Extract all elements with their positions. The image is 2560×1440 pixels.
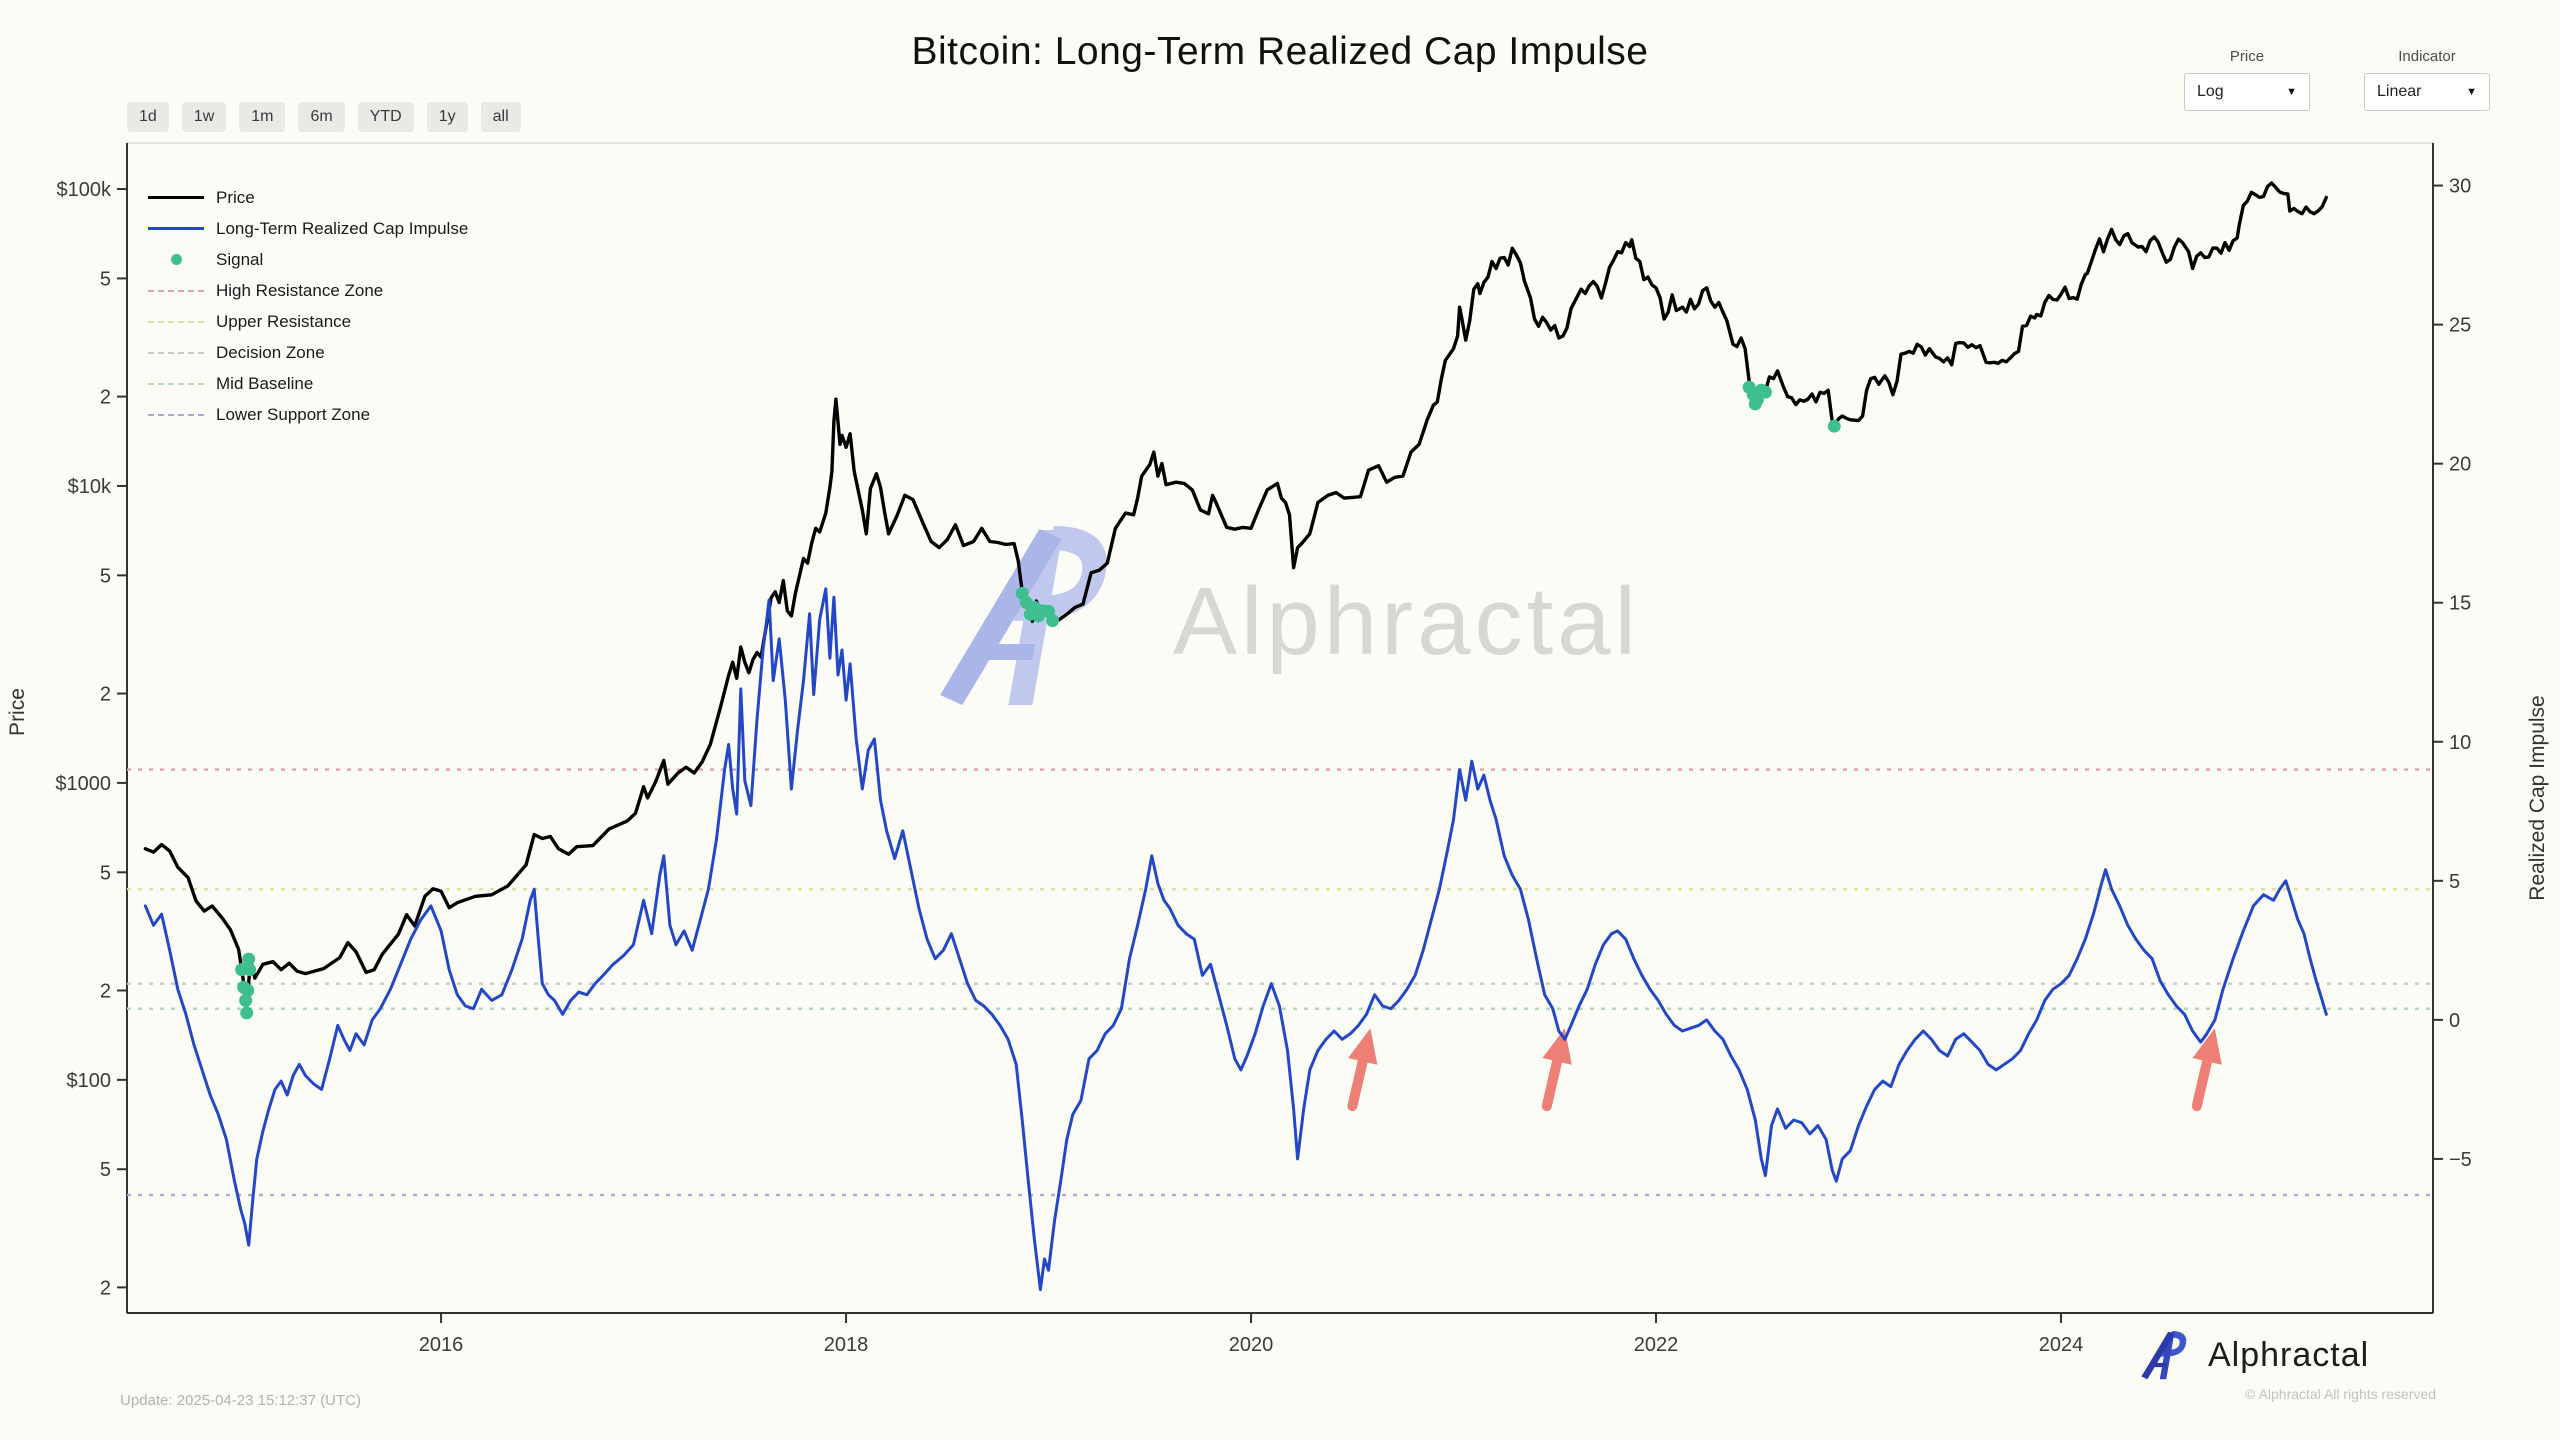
- legend-line-swatch: [148, 227, 204, 230]
- indicator-scale-control: Indicator Linear ▼: [2364, 48, 2490, 111]
- signal-marker: [1758, 385, 1772, 399]
- price-tick-label: $100k: [57, 179, 112, 201]
- legend-item-decision-zone[interactable]: Decision Zone: [148, 337, 468, 368]
- page-title: Bitcoin: Long-Term Realized Cap Impulse: [911, 30, 1649, 73]
- year-tick-label: 2024: [2039, 1334, 2084, 1356]
- price-tick-label: 5: [100, 565, 111, 587]
- legend-item-long-term-realized-cap-impulse[interactable]: Long-Term Realized Cap Impulse: [148, 213, 468, 244]
- price-scale-label: Price: [2229, 48, 2265, 65]
- price-tick-label: 2: [100, 980, 111, 1002]
- price-scale-select[interactable]: Log ▼: [2184, 73, 2310, 111]
- range-button-1w[interactable]: 1w: [181, 102, 227, 132]
- legend-label: Signal: [216, 249, 264, 269]
- price-tick-label: 5: [100, 1159, 111, 1181]
- price-tick-label: $100: [67, 1070, 112, 1092]
- signal-marker: [240, 1006, 254, 1020]
- price-tick-label: 2: [100, 684, 111, 706]
- price-tick-label: $1000: [55, 773, 111, 795]
- legend-item-upper-resistance[interactable]: Upper Resistance: [148, 306, 468, 337]
- price-tick-label: 2: [100, 387, 111, 409]
- signal-marker: [241, 983, 255, 997]
- up-arrow-shaft: [1541, 1048, 1564, 1112]
- impulse-tick-label: 5: [2449, 871, 2460, 893]
- impulse-tick-label: −5: [2449, 1149, 2472, 1171]
- y-axis-title-impulse: Realized Cap Impulse: [2526, 695, 2549, 901]
- year-tick-label: 2016: [419, 1334, 464, 1356]
- year-tick-label: 2022: [1634, 1334, 1679, 1356]
- legend-line-swatch: [148, 196, 204, 199]
- legend-label: High Resistance Zone: [216, 280, 384, 300]
- signal-marker: [1046, 614, 1060, 628]
- copyright-text: © Alphractal All rights reserved: [2245, 1386, 2436, 1402]
- price-tick-label: 5: [100, 268, 111, 290]
- year-tick-label: 2018: [824, 1334, 869, 1356]
- alphractal-logo-icon: [2141, 1331, 2187, 1380]
- price-tick-label: 2: [100, 1277, 111, 1299]
- update-timestamp: Update: 2025-04-23 15:12:37 (UTC): [120, 1392, 361, 1409]
- series-line-long-term-realized-cap-impulse: [143, 587, 2328, 1292]
- legend-line-swatch: [148, 320, 204, 323]
- range-button-YTD[interactable]: YTD: [357, 102, 414, 132]
- chevron-down-icon: ▼: [2286, 86, 2297, 98]
- legend-line-swatch: [148, 382, 204, 385]
- chevron-down-icon: ▼: [2466, 86, 2477, 98]
- legend-label: Price: [216, 187, 255, 207]
- price-tick-label: 5: [100, 862, 111, 884]
- up-arrow-shaft: [2191, 1048, 2214, 1112]
- indicator-scale-select[interactable]: Linear ▼: [2364, 73, 2490, 111]
- legend-label: Long-Term Realized Cap Impulse: [216, 218, 469, 238]
- signal-marker: [1827, 419, 1841, 433]
- series-line-price: [143, 181, 2329, 1008]
- legend-item-lower-support-zone[interactable]: Lower Support Zone: [148, 399, 468, 430]
- up-arrow-head-icon: [2192, 1028, 2222, 1065]
- signal-marker: [243, 963, 257, 977]
- legend-item-price[interactable]: Price: [148, 182, 468, 213]
- legend-label: Upper Resistance: [216, 311, 352, 331]
- legend-label: Mid Baseline: [216, 373, 314, 393]
- signal-marker: [239, 994, 253, 1008]
- legend-label: Lower Support Zone: [216, 404, 371, 424]
- indicator-scale-value: Linear: [2377, 83, 2422, 100]
- year-tick-label: 2020: [1229, 1334, 1274, 1356]
- signal-marker: [242, 952, 256, 966]
- impulse-tick-label: 30: [2449, 176, 2471, 198]
- legend-item-high-resistance-zone[interactable]: High Resistance Zone: [148, 275, 468, 306]
- signal-dot-icon: [148, 254, 204, 265]
- price-scale-value: Log: [2197, 83, 2224, 100]
- brand-footer: Alphractal © Alphractal All rights reser…: [2140, 1326, 2440, 1402]
- legend: Price Long-Term Realized Cap Impulse Signa…: [148, 182, 468, 430]
- legend-line-swatch: [148, 351, 204, 354]
- indicator-scale-label: Indicator: [2398, 48, 2456, 65]
- brand-name: Alphractal: [2208, 1335, 2370, 1374]
- range-selector: 1d 1w 1m 6m YTD 1y all: [127, 102, 521, 132]
- legend-line-swatch: [148, 413, 204, 416]
- range-button-all[interactable]: all: [480, 102, 521, 132]
- impulse-tick-label: 25: [2449, 315, 2471, 337]
- legend-line-swatch: [148, 289, 204, 292]
- legend-item-mid-baseline[interactable]: Mid Baseline: [148, 368, 468, 399]
- range-button-1y[interactable]: 1y: [426, 102, 468, 132]
- price-tick-label: $10k: [68, 476, 112, 498]
- impulse-tick-label: 0: [2449, 1010, 2460, 1032]
- legend-label: Decision Zone: [216, 342, 325, 362]
- impulse-tick-label: 15: [2449, 593, 2471, 615]
- legend-item-signal[interactable]: Signal: [148, 244, 468, 275]
- y-axis-title-price: Price: [6, 688, 29, 736]
- up-arrow-shaft: [1347, 1048, 1370, 1112]
- signal-marker: [1748, 397, 1762, 411]
- impulse-tick-label: 20: [2449, 454, 2471, 476]
- range-button-1m[interactable]: 1m: [239, 102, 286, 132]
- price-scale-control: Price Log ▼: [2184, 48, 2310, 111]
- impulse-tick-label: 10: [2449, 732, 2471, 754]
- range-button-6m[interactable]: 6m: [298, 102, 345, 132]
- up-arrow-head-icon: [1348, 1028, 1378, 1065]
- range-button-1d[interactable]: 1d: [127, 102, 169, 132]
